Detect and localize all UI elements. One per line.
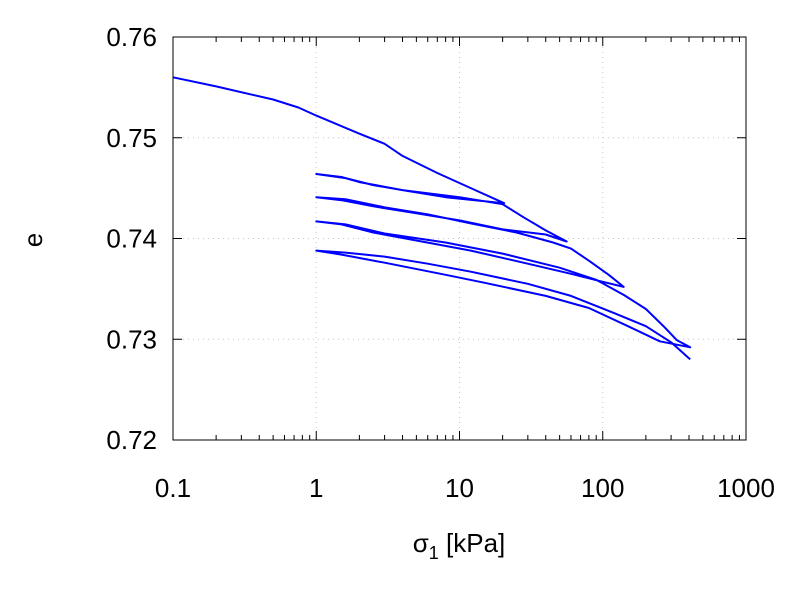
plot-frame — [172, 36, 747, 441]
x-tick-label: 100 — [581, 473, 624, 503]
x-tick-labels: 0.1 1 10 100 1000 — [155, 473, 775, 503]
y-tick-label: 0.72 — [106, 425, 157, 455]
x-tick-label: 0.1 — [155, 473, 191, 503]
y-tick-label: 0.73 — [106, 324, 157, 354]
y-tick-labels: 0.72 0.73 0.74 0.75 0.76 — [106, 22, 157, 455]
x-tick-label: 1000 — [717, 473, 775, 503]
series-line — [172, 76, 692, 361]
y-tick-label: 0.74 — [106, 224, 157, 254]
y-axis-label: e — [18, 233, 48, 247]
grid — [173, 37, 746, 440]
x-tick-label: 1 — [309, 473, 323, 503]
x-axis-label: σ1 [kPa] — [413, 528, 506, 563]
x-tick-label: 10 — [445, 473, 474, 503]
y-tick-label: 0.76 — [106, 22, 157, 52]
y-tick-label: 0.75 — [106, 123, 157, 153]
